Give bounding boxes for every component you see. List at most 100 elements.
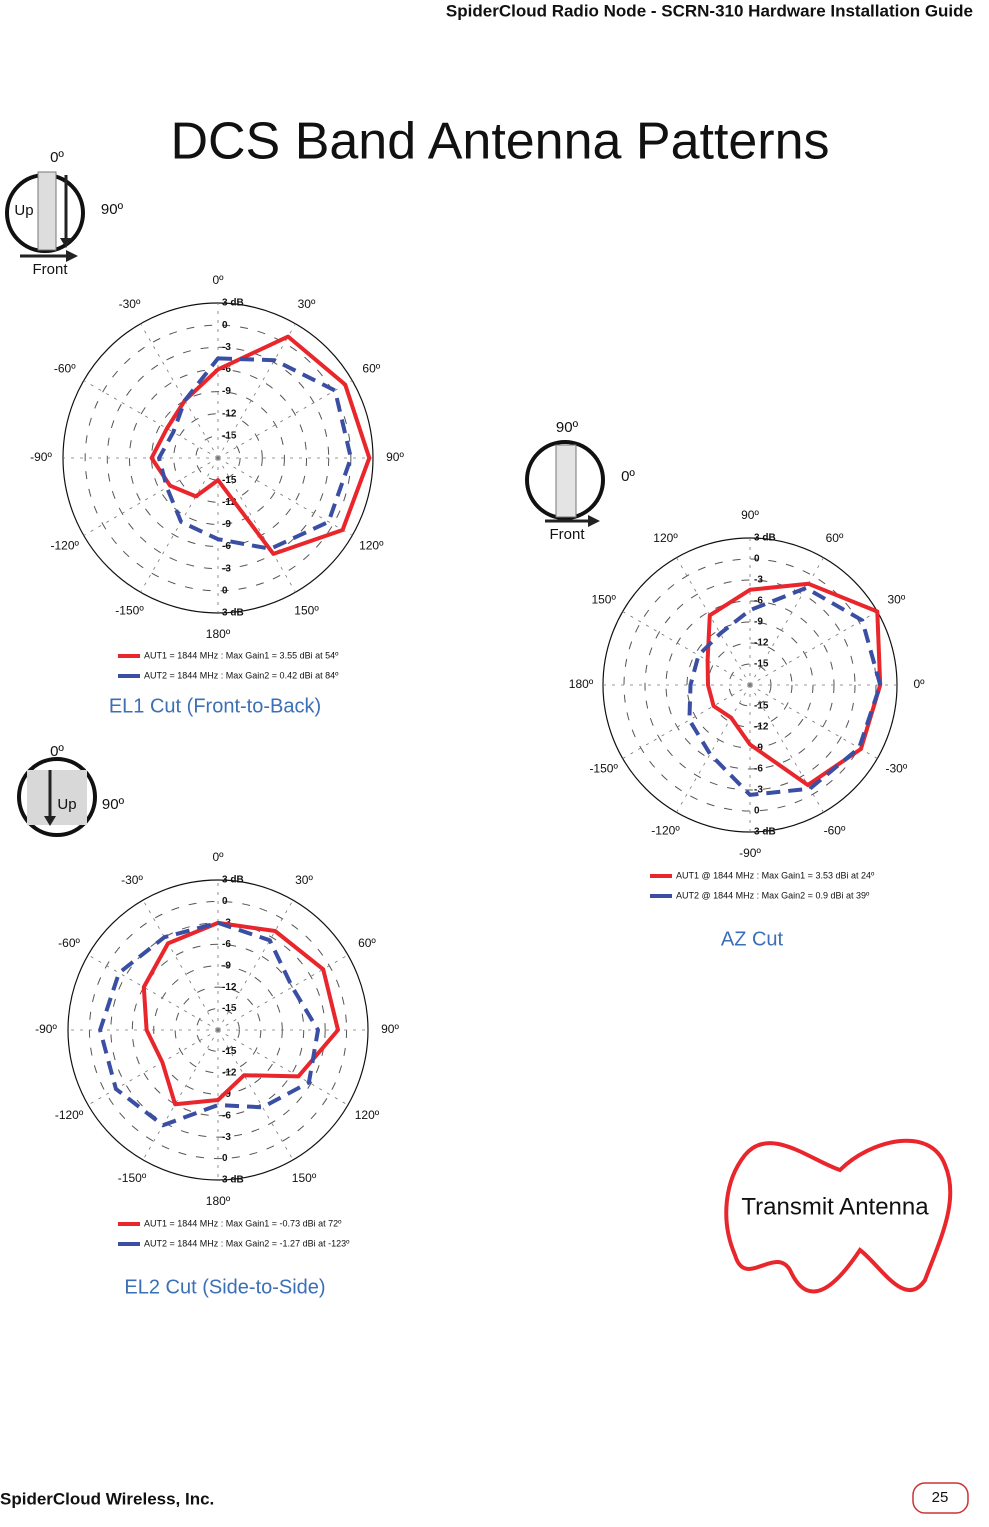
pattern-curve [687, 586, 883, 797]
page-number-box [912, 1482, 969, 1514]
angle-label: -150º [118, 1171, 147, 1185]
angle-label: 90º [386, 450, 404, 464]
icon-label: Front [549, 526, 585, 543]
r-tick-label: -6 [222, 364, 231, 375]
r-tick-label: 3 dB [754, 827, 776, 838]
angle-label: -120º [55, 1108, 84, 1122]
angle-label: 30º [298, 297, 316, 311]
angle-label: 60º [362, 362, 380, 376]
angle-label: 30º [887, 593, 905, 607]
spoke [749, 684, 878, 759]
r-tick-label: 0 [222, 320, 228, 331]
angle-label: -30º [121, 873, 143, 887]
spoke [140, 457, 219, 593]
r-tick-label: -15 [222, 475, 237, 486]
icon-label: Up [14, 202, 33, 219]
r-tick-label: -6 [222, 939, 231, 950]
chart-caption: EL1 Cut (Front-to-Back) [109, 695, 321, 717]
footer-company: SpiderCloud Wireless, Inc. [0, 1489, 214, 1508]
spoke [142, 1029, 219, 1161]
angle-label: -150º [115, 603, 144, 617]
spoke [217, 380, 353, 459]
r-tick-label: -12 [222, 1067, 237, 1078]
angle-label: 60º [826, 531, 844, 545]
icon-label: 90º [101, 201, 124, 218]
r-tick-label: -3 [222, 563, 231, 574]
grid-ring [644, 579, 856, 791]
r-tick-label: -15 [222, 1046, 237, 1057]
angle-label: -90º [739, 846, 761, 860]
pattern-curve [141, 920, 340, 1107]
grid-ring [67, 879, 369, 1181]
spoke [142, 899, 219, 1031]
spoke [217, 1029, 294, 1161]
r-tick-label: -12 [222, 408, 237, 419]
angle-label: 150º [294, 603, 319, 617]
angle-label: -60º [54, 362, 76, 376]
az-icon [525, 440, 605, 527]
spoke [87, 1029, 219, 1106]
grid-ring [151, 391, 285, 525]
spoke [622, 611, 751, 686]
r-tick-label: -15 [754, 701, 769, 712]
grid-ring [196, 1008, 240, 1052]
r-tick-label: -3 [754, 575, 763, 586]
r-tick-label: 0 [754, 806, 760, 817]
r-tick-label: -9 [222, 386, 231, 397]
spoke [676, 557, 751, 686]
r-tick-label: 3 dB [222, 298, 244, 309]
legend-entry: AUT1 = 1844 MHz : Max Gain1 = -0.73 dBi … [144, 1218, 342, 1228]
r-tick-label: 0 [222, 896, 228, 907]
angle-label: 150º [292, 1171, 317, 1185]
grid-ring [173, 413, 263, 503]
r-tick-label: -15 [754, 659, 769, 670]
grid-ring [174, 986, 262, 1074]
angle-label: -90º [35, 1022, 57, 1036]
angle-label: 0º [212, 850, 224, 864]
angle-label: 120º [653, 531, 678, 545]
r-tick-label: -9 [222, 960, 231, 971]
r-tick-label: -9 [754, 617, 763, 628]
r-tick-label: -12 [222, 982, 237, 993]
icon-label: 0º [50, 149, 64, 166]
pattern-curve [705, 581, 883, 787]
r-tick-label: -3 [754, 785, 763, 796]
grid-ring [131, 943, 305, 1117]
el1-icon [5, 171, 85, 262]
angle-label: -60º [824, 824, 846, 838]
r-tick-label: -3 [222, 342, 231, 353]
spoke [749, 684, 824, 813]
r-tick-label: 3 dB [222, 1175, 244, 1186]
angle-label: 60º [358, 936, 376, 950]
r-tick-label: -6 [222, 541, 231, 552]
angle-label: 180º [206, 1194, 231, 1208]
angle-label: -120º [51, 539, 80, 553]
legend-entry: AUT2 = 1844 MHz : Max Gain2 = 0.42 dBi a… [144, 670, 339, 680]
legend-entry: AUT1 @ 1844 MHz : Max Gain1 = 3.53 dBi a… [676, 870, 875, 880]
spoke [140, 323, 219, 459]
icon-label: Front [32, 261, 68, 278]
r-tick-label: 0 [222, 1153, 228, 1164]
angle-label: 120º [359, 539, 384, 553]
r-tick-label: 0 [754, 554, 760, 565]
spoke [676, 684, 751, 813]
page-header: SpiderCloud Radio Node - SCRN-310 Hardwa… [446, 1, 973, 20]
chart-caption: EL2 Cut (Side-to-Side) [124, 1276, 325, 1298]
angle-label: -90º [30, 450, 52, 464]
grid-ring [195, 435, 241, 481]
spoke [217, 899, 294, 1031]
angle-label: 90º [741, 508, 759, 522]
angle-label: 0º [212, 273, 224, 287]
pattern-curve [149, 334, 372, 556]
legend-entry: AUT2 = 1844 MHz : Max Gain2 = -1.27 dBi … [144, 1238, 350, 1248]
r-tick-label: 3 dB [222, 608, 244, 619]
r-tick-label: -15 [222, 1003, 237, 1014]
angle-label: -150º [589, 762, 618, 776]
spoke [87, 954, 219, 1031]
legend-entry: AUT2 @ 1844 MHz : Max Gain2 = 0.9 dBi at… [676, 890, 870, 900]
r-tick-label: -3 [222, 1132, 231, 1143]
icon-label: 90º [556, 419, 579, 436]
angle-label: 180º [569, 677, 594, 691]
